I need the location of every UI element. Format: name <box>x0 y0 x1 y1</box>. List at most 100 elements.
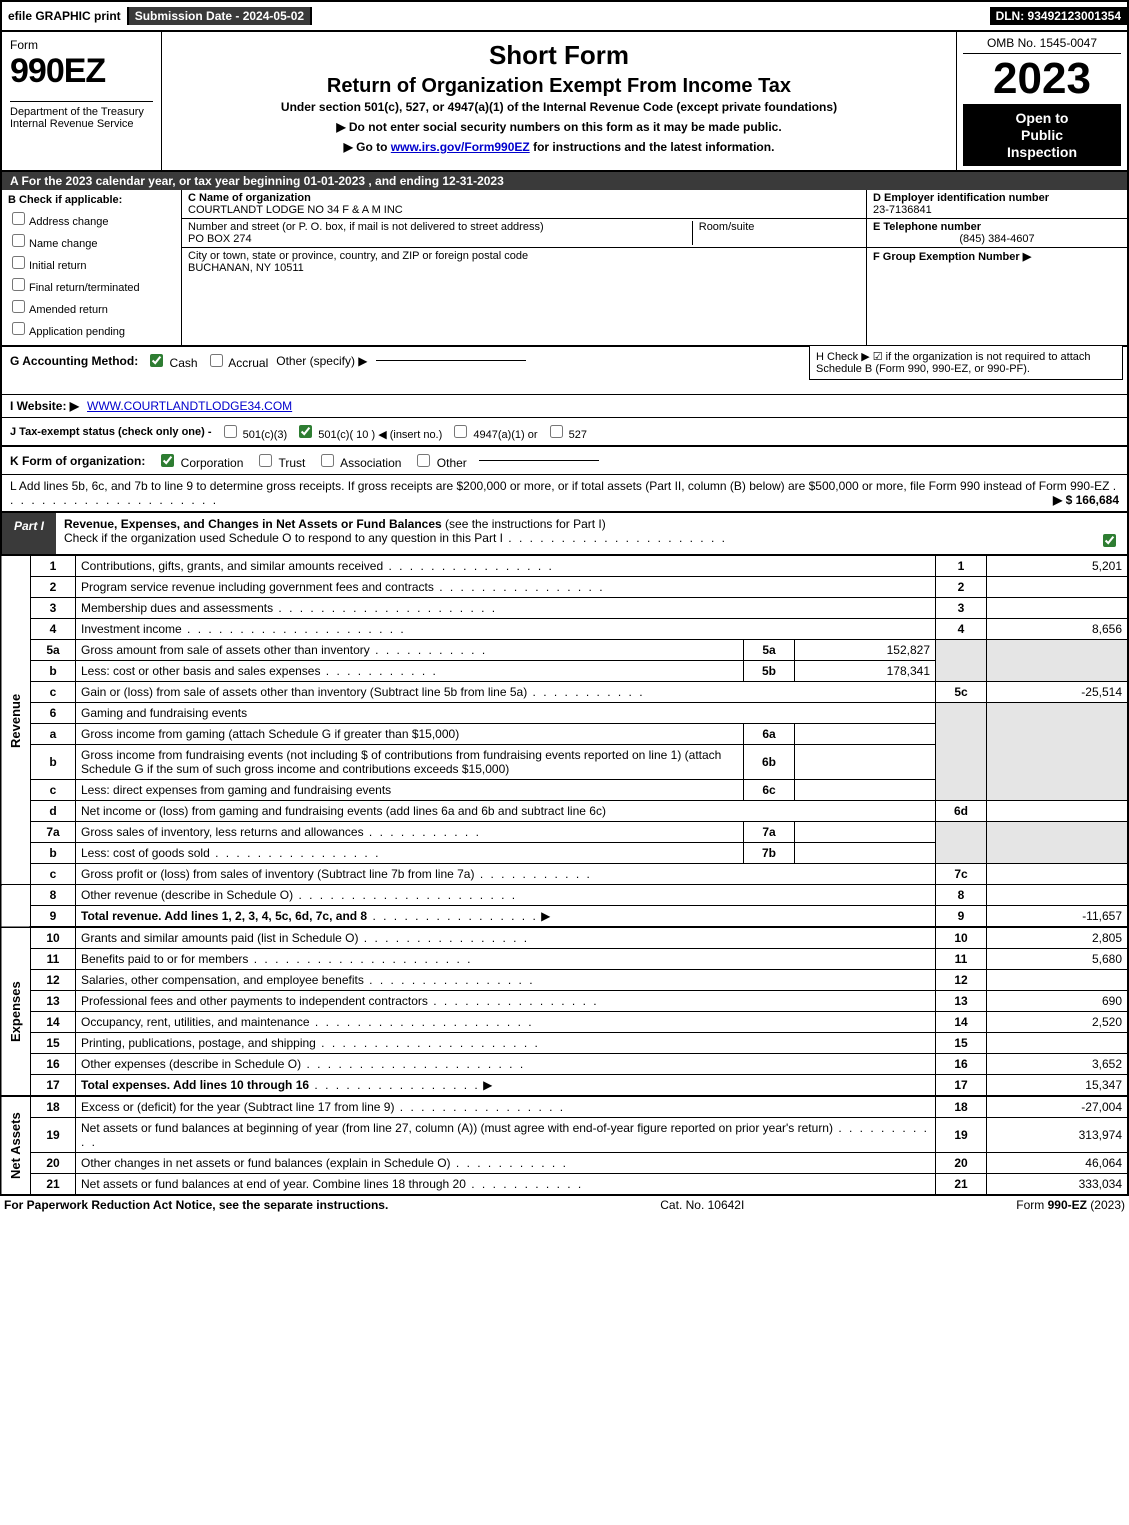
line-val <box>987 864 1129 885</box>
line-val: 2,520 <box>987 1012 1129 1033</box>
line-desc: Professional fees and other payments to … <box>81 994 428 1008</box>
line-num: b <box>31 843 76 864</box>
check-4947[interactable]: 4947(a)(1) or <box>450 422 537 441</box>
line-num: 16 <box>31 1054 76 1075</box>
check-cash[interactable]: Cash <box>146 351 197 370</box>
dln-label: DLN: 93492123001354 <box>990 7 1127 25</box>
phone-label: E Telephone number <box>873 221 981 233</box>
line-num: c <box>31 780 76 801</box>
table-row: 16 Other expenses (describe in Schedule … <box>1 1054 1128 1075</box>
line-desc: Gross income from fundraising events (no… <box>76 745 744 780</box>
check-accrual[interactable]: Accrual <box>206 351 269 370</box>
ein-value: 23-7136841 <box>873 204 932 216</box>
check-initial-return[interactable]: Initial return <box>8 253 175 272</box>
other-specify-line <box>376 360 526 361</box>
table-row: 11 Benefits paid to or for members 11 5,… <box>1 949 1128 970</box>
city-field: City or town, state or province, country… <box>182 248 866 276</box>
check-501c3[interactable]: 501(c)(3) <box>220 422 288 441</box>
revenue-table: Revenue 1 Contributions, gifts, grants, … <box>0 555 1129 1196</box>
table-row: c Gain or (loss) from sale of assets oth… <box>1 682 1128 703</box>
column-d: D Employer identification number 23-7136… <box>867 190 1127 345</box>
line-val: -25,514 <box>987 682 1129 703</box>
room-label: Room/suite <box>699 221 755 233</box>
table-row: Revenue 1 Contributions, gifts, grants, … <box>1 556 1128 577</box>
check-other-org[interactable]: Other <box>413 451 466 470</box>
line-num: b <box>31 745 76 780</box>
line-rn: 21 <box>936 1174 987 1196</box>
check-501c[interactable]: 501(c)( 10 ) ◀ (insert no.) <box>295 422 442 441</box>
inner-val <box>795 780 936 801</box>
line-val <box>987 885 1129 906</box>
check-address-change[interactable]: Address change <box>8 209 175 228</box>
line-val: 3,652 <box>987 1054 1129 1075</box>
form-number: 990EZ <box>10 52 153 91</box>
table-row: 8 Other revenue (describe in Schedule O)… <box>1 885 1128 906</box>
revenue-vlabel: Revenue <box>1 556 31 885</box>
check-amended-return[interactable]: Amended return <box>8 297 175 316</box>
org-name-field: C Name of organization COURTLANDT LODGE … <box>182 190 866 219</box>
check-name-change[interactable]: Name change <box>8 231 175 250</box>
expenses-vlabel: Expenses <box>1 927 31 1096</box>
line-val: 5,201 <box>987 556 1129 577</box>
schedule-o-check[interactable] <box>1099 531 1119 550</box>
line-desc: Net assets or fund balances at end of ye… <box>81 1177 466 1191</box>
inner-val: 152,827 <box>795 640 936 661</box>
line-val: -11,657 <box>987 906 1129 928</box>
title-short-form: Short Form <box>172 40 946 71</box>
public-inspection-badge: Open to Public Inspection <box>963 104 1121 166</box>
line-desc: Other changes in net assets or fund bala… <box>81 1156 451 1170</box>
line-desc: Occupancy, rent, utilities, and maintena… <box>81 1015 310 1029</box>
line-rn: 5c <box>936 682 987 703</box>
org-name-value: COURTLANDT LODGE NO 34 F & A M INC <box>188 204 403 216</box>
city-label: City or town, state or province, country… <box>188 250 528 262</box>
line-val: -27,004 <box>987 1096 1129 1118</box>
check-application-pending[interactable]: Application pending <box>8 319 175 338</box>
line-val <box>987 970 1129 991</box>
website-link[interactable]: WWW.COURTLANDTLODGE34.COM <box>87 399 292 413</box>
ein-field: D Employer identification number 23-7136… <box>867 190 1127 219</box>
gray-cell <box>987 640 1129 682</box>
table-row: 5a Gross amount from sale of assets othe… <box>1 640 1128 661</box>
row-k: K Form of organization: Corporation Trus… <box>2 446 1127 475</box>
gray-cell <box>936 822 987 864</box>
line-num: 20 <box>31 1153 76 1174</box>
form-of-org-label: K Form of organization: <box>10 454 145 468</box>
line-num: 6 <box>31 703 76 724</box>
table-row: c Gross profit or (loss) from sales of i… <box>1 864 1128 885</box>
check-association[interactable]: Association <box>317 451 401 470</box>
check-trust[interactable]: Trust <box>255 451 305 470</box>
check-final-return[interactable]: Final return/terminated <box>8 275 175 294</box>
inner-box: 5b <box>744 661 795 682</box>
street-value: PO BOX 274 <box>188 233 252 245</box>
inner-box: 7b <box>744 843 795 864</box>
table-row: 15 Printing, publications, postage, and … <box>1 1033 1128 1054</box>
line-num: b <box>31 661 76 682</box>
inner-box: 6b <box>744 745 795 780</box>
check-527[interactable]: 527 <box>546 422 587 441</box>
line-desc: Gain or (loss) from sale of assets other… <box>81 685 527 699</box>
footer-right-pre: Form <box>1016 1198 1047 1212</box>
page-footer: For Paperwork Reduction Act Notice, see … <box>0 1196 1129 1214</box>
line-rn: 18 <box>936 1096 987 1118</box>
badge-line-2: Public <box>967 127 1117 144</box>
irs-link[interactable]: www.irs.gov/Form990EZ <box>391 140 530 154</box>
column-c: C Name of organization COURTLANDT LODGE … <box>182 190 867 345</box>
column-b: B Check if applicable: Address change Na… <box>2 190 182 345</box>
note-goto: ▶ Go to www.irs.gov/Form990EZ for instru… <box>172 140 946 154</box>
check-corporation[interactable]: Corporation <box>157 451 243 470</box>
identity-block: B Check if applicable: Address change Na… <box>0 190 1129 347</box>
footer-right: Form 990-EZ (2023) <box>1016 1198 1125 1212</box>
line-rn: 16 <box>936 1054 987 1075</box>
line-desc: Program service revenue including govern… <box>81 580 434 594</box>
line-num: 1 <box>31 556 76 577</box>
footer-right-bold: 990-EZ <box>1048 1198 1087 1212</box>
line-desc: Printing, publications, postage, and shi… <box>81 1036 316 1050</box>
table-row: 4 Investment income 4 8,656 <box>1 619 1128 640</box>
line-rn: 6d <box>936 801 987 822</box>
line-desc: Less: cost of goods sold <box>81 846 210 860</box>
part-1-check-text: Check if the organization used Schedule … <box>64 531 503 545</box>
line-val: 8,656 <box>987 619 1129 640</box>
line-num: 19 <box>31 1118 76 1153</box>
table-row: 14 Occupancy, rent, utilities, and maint… <box>1 1012 1128 1033</box>
line-desc: Membership dues and assessments <box>81 601 273 615</box>
